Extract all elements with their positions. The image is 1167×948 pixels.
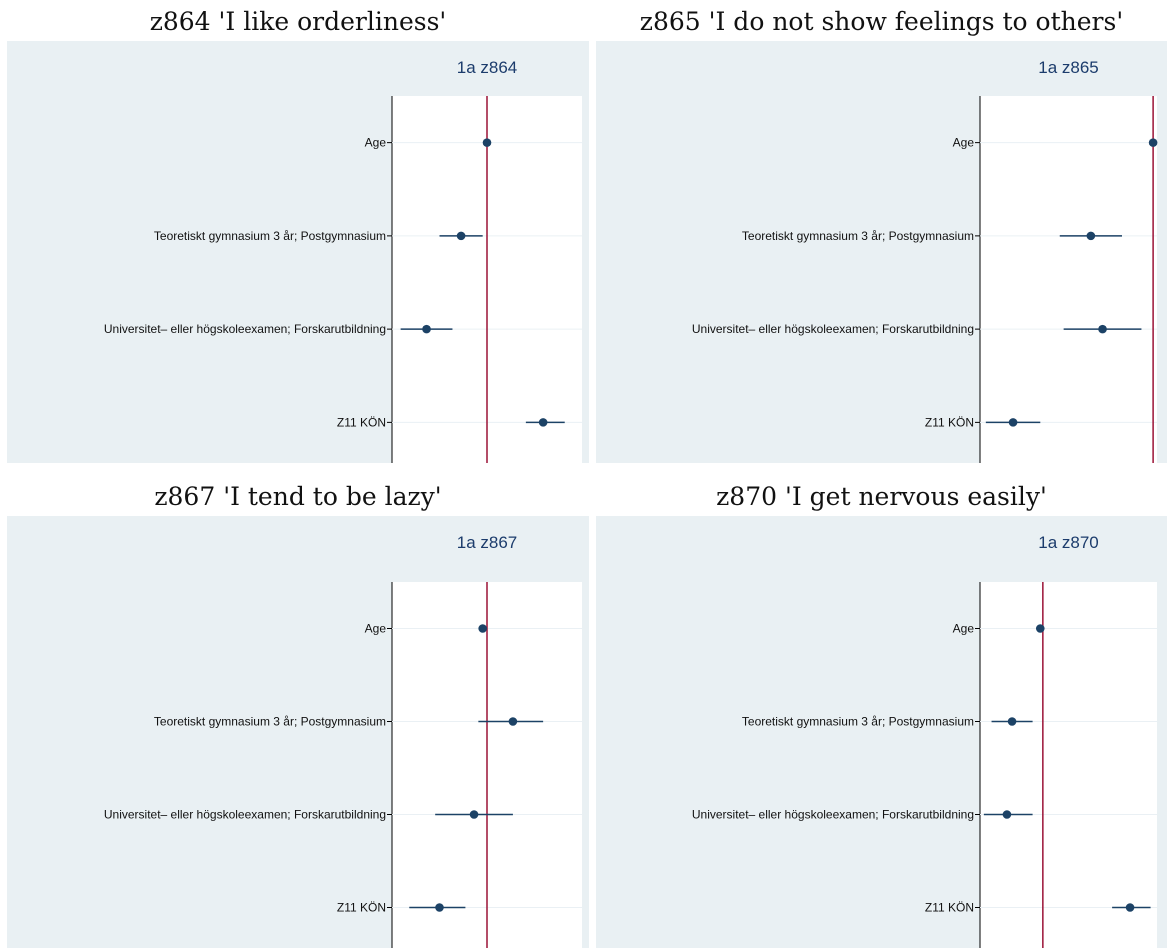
y-tick-label: Teoretiskt gymnasium 3 år; Postgymnasium xyxy=(742,229,974,243)
coef-plot: 1a z864 Age Teoretiskt gymnasium 3 år; Pos… xyxy=(7,41,589,463)
coef-plot: 1a z865 Age Teoretiskt gymnasium 3 år; Pos… xyxy=(596,41,1167,463)
y-tick-label: Z11 KÖN xyxy=(337,901,386,915)
estimate-point xyxy=(1007,717,1017,726)
y-tick-label: Universitet– eller högskoleexamen; Forsk… xyxy=(104,322,386,336)
estimate-point xyxy=(469,810,479,819)
panel-title: z867 'I tend to be lazy' xyxy=(154,482,442,511)
panel-z865: z865 'I do not show feelings to others' … xyxy=(596,0,1167,465)
y-tick-label: Age xyxy=(365,136,387,150)
plot-area xyxy=(980,96,1157,463)
panel-z870: z870 'I get nervous easily' 1a z870 Age Te… xyxy=(596,474,1167,948)
estimate-point xyxy=(538,418,548,427)
estimate-point xyxy=(1098,324,1107,334)
plot-area xyxy=(980,582,1157,948)
estimate-point xyxy=(1125,903,1135,912)
y-tick-label: Z11 KÖN xyxy=(925,415,974,429)
estimate-point xyxy=(435,903,444,912)
y-tick-label: Age xyxy=(953,622,975,636)
coef-plot: 1a z870 Age Teoretiskt gymnasium 3 år; Pos… xyxy=(596,516,1167,948)
estimate-point xyxy=(1086,231,1096,241)
y-tick-label: Z11 KÖN xyxy=(925,901,974,915)
panel-z864: z864 'I like orderliness' 1a z864 Age Teor… xyxy=(7,0,589,465)
estimate-point xyxy=(1035,624,1045,633)
plot-subtitle: 1a z865 xyxy=(1038,58,1099,77)
estimate-point xyxy=(422,324,431,334)
plot-subtitle: 1a z867 xyxy=(457,533,518,552)
panel-z867: z867 'I tend to be lazy' 1a z867 Age Teore… xyxy=(7,474,589,948)
y-tick-label: Teoretiskt gymnasium 3 år; Postgymnasium xyxy=(742,715,974,729)
plot-subtitle: 1a z870 xyxy=(1038,533,1099,552)
y-tick-label: Universitet– eller högskoleexamen; Forsk… xyxy=(692,322,974,336)
panel-title: z864 'I like orderliness' xyxy=(149,7,447,36)
estimate-point xyxy=(456,231,466,241)
estimate-point xyxy=(1148,138,1158,147)
estimate-point xyxy=(1008,418,1018,427)
panel-title: z870 'I get nervous easily' xyxy=(716,482,1047,511)
y-tick-label: Z11 KÖN xyxy=(337,415,386,429)
y-tick-label: Teoretiskt gymnasium 3 år; Postgymnasium xyxy=(154,229,386,243)
estimate-point xyxy=(508,717,518,726)
y-tick-label: Teoretiskt gymnasium 3 år; Postgymnasium xyxy=(154,715,386,729)
y-tick-label: Age xyxy=(365,622,387,636)
y-tick-label: Universitet– eller högskoleexamen; Forsk… xyxy=(104,808,386,822)
estimate-point xyxy=(482,138,492,147)
coef-plot: 1a z867 Age Teoretiskt gymnasium 3 år; Pos… xyxy=(7,516,589,948)
y-tick-label: Universitet– eller högskoleexamen; Forsk… xyxy=(692,808,974,822)
y-tick-label: Age xyxy=(953,136,975,150)
estimate-point xyxy=(478,624,487,633)
estimate-point xyxy=(1002,810,1012,819)
panel-title: z865 'I do not show feelings to others' xyxy=(639,7,1124,36)
plot-subtitle: 1a z864 xyxy=(457,58,518,77)
